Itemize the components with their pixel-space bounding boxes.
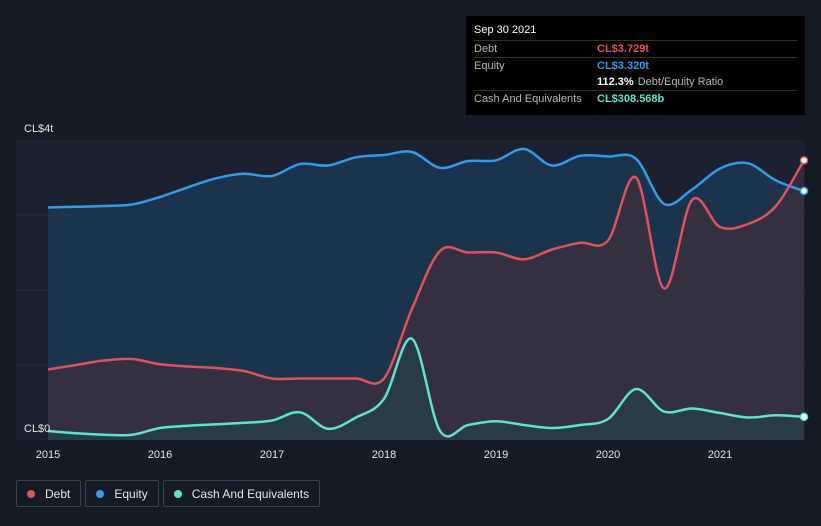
debt-end-point	[799, 156, 809, 165]
equity-dot-icon	[96, 489, 105, 498]
x-tick-2016: 2016	[148, 449, 172, 461]
tooltip-ratio-row: 112.3% Debt/Equity Ratio	[474, 74, 797, 90]
series-endpoints	[799, 156, 809, 422]
legend-equity-label: Equity	[114, 486, 148, 501]
debt-dot-icon	[27, 489, 35, 498]
x-tick-2018: 2018	[372, 449, 396, 461]
tooltip-date: Sep 30 2021	[474, 24, 537, 36]
tooltip-equity-row: Equity CL$3.320t	[474, 57, 797, 74]
equity-end-point	[799, 186, 809, 196]
series-lines	[47, 147, 806, 438]
x-axis-ticks: 2015 2016 2017 2018 2019 2020 2021	[36, 449, 732, 461]
tooltip-ratio-value: 112.3%	[597, 76, 634, 88]
tooltip-cash-label: Cash And Equivalents	[474, 93, 582, 105]
cash-line	[47, 337, 805, 438]
tooltip-panel: Sep 30 2021 Debt CL$3.729t Equity CL$3.3…	[466, 16, 805, 115]
legend-cash-label: Cash And Equivalents	[191, 486, 310, 501]
x-tick-2020: 2020	[596, 449, 620, 461]
legend-debt-label: Debt	[45, 486, 71, 501]
legend-item-cash[interactable]: Cash And Equivalents	[162, 480, 321, 507]
legend-item-debt[interactable]: Debt	[16, 480, 82, 507]
cash-end-point	[799, 412, 809, 422]
equity-line	[47, 147, 805, 209]
y-tick-top: CL$4t	[24, 123, 53, 135]
x-tick-2017: 2017	[260, 449, 284, 461]
legend-item-equity[interactable]: Equity	[85, 480, 159, 507]
tooltip-debt-value: CL$3.729t	[597, 43, 649, 55]
tooltip-equity-label: Equity	[474, 60, 505, 72]
y-tick-bottom: CL$0	[24, 423, 50, 435]
tooltip-cash-row: Cash And Equivalents CL$308.568b	[474, 90, 797, 107]
tooltip-ratio-spacer	[474, 74, 597, 90]
tooltip-equity-value: CL$3.320t	[597, 60, 649, 72]
tooltip-cash-value: CL$308.568b	[597, 93, 665, 105]
cash-dot-icon	[173, 489, 182, 498]
debt-line	[47, 159, 806, 385]
tooltip-ratio-label: Debt/Equity Ratio	[637, 76, 724, 88]
x-tick-2015: 2015	[36, 449, 60, 461]
tooltip-debt-row: Debt CL$3.729t	[474, 40, 797, 57]
legend: Debt Equity Cash And Equivalents	[16, 480, 324, 507]
x-tick-2021: 2021	[708, 449, 732, 461]
cash-area	[48, 338, 804, 440]
tooltip-debt-label: Debt	[474, 43, 498, 55]
x-tick-2019: 2019	[484, 449, 508, 461]
